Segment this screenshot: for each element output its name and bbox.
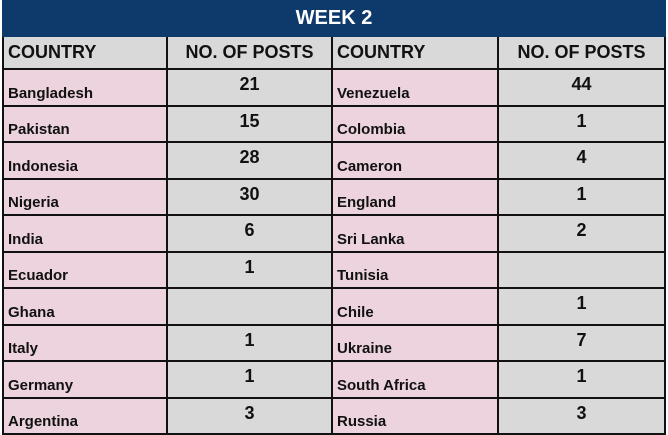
country-cell: Indonesia (2, 141, 168, 180)
table-row: Nigeria 30 England 1 (2, 177, 666, 216)
table-row: India 6 Sri Lanka 2 (2, 214, 666, 253)
country-cell: Ghana (2, 287, 168, 326)
country-cell: Cameron (331, 141, 499, 180)
table-row: Bangladesh 21 Venezuela 44 (2, 68, 666, 107)
posts-cell: 21 (166, 68, 333, 107)
country-cell: Italy (2, 323, 168, 362)
posts-cell: 7 (497, 323, 666, 362)
posts-cell: 1 (497, 104, 666, 143)
posts-cell: 4 (497, 141, 666, 180)
table-row: Germany 1 South Africa 1 (2, 360, 666, 399)
country-cell: Tunisia (331, 250, 499, 289)
posts-cell: 3 (166, 396, 333, 435)
table-row: Ghana Chile 1 (2, 287, 666, 326)
country-cell: Ecuador (2, 250, 168, 289)
country-cell: Germany (2, 360, 168, 399)
country-cell: Colombia (331, 104, 499, 143)
country-cell: Venezuela (331, 68, 499, 107)
header-posts-left: NO. OF POSTS (166, 35, 333, 70)
posts-cell: 1 (166, 360, 333, 399)
posts-cell: 44 (497, 68, 666, 107)
country-cell: India (2, 214, 168, 253)
posts-cell: 28 (166, 141, 333, 180)
country-cell: Nigeria (2, 177, 168, 216)
table-row: Indonesia 28 Cameron 4 (2, 141, 666, 180)
header-country-right: COUNTRY (331, 35, 499, 70)
posts-cell: 15 (166, 104, 333, 143)
table-row: Pakistan 15 Colombia 1 (2, 104, 666, 143)
table-title: WEEK 2 (2, 0, 666, 37)
country-cell: Argentina (2, 396, 168, 435)
country-cell: Ukraine (331, 323, 499, 362)
posts-cell: 6 (166, 214, 333, 253)
posts-cell: 1 (497, 177, 666, 216)
country-cell: Chile (331, 287, 499, 326)
posts-cell (497, 250, 666, 289)
posts-cell (166, 287, 333, 326)
posts-cell: 1 (166, 250, 333, 289)
country-cell: Sri Lanka (331, 214, 499, 253)
country-cell: Pakistan (2, 104, 168, 143)
header-posts-right: NO. OF POSTS (497, 35, 666, 70)
table-row: Ecuador 1 Tunisia (2, 250, 666, 289)
country-cell: England (331, 177, 499, 216)
posts-cell: 1 (166, 323, 333, 362)
table-row: Argentina 3 Russia 3 (2, 396, 666, 435)
posts-cell: 3 (497, 396, 666, 435)
country-cell: Russia (331, 396, 499, 435)
posts-cell: 2 (497, 214, 666, 253)
table-row: Italy 1 Ukraine 7 (2, 323, 666, 362)
posts-cell: 30 (166, 177, 333, 216)
country-cell: South Africa (331, 360, 499, 399)
posts-cell: 1 (497, 287, 666, 326)
posts-cell: 1 (497, 360, 666, 399)
header-country-left: COUNTRY (2, 35, 168, 70)
country-cell: Bangladesh (2, 68, 168, 107)
